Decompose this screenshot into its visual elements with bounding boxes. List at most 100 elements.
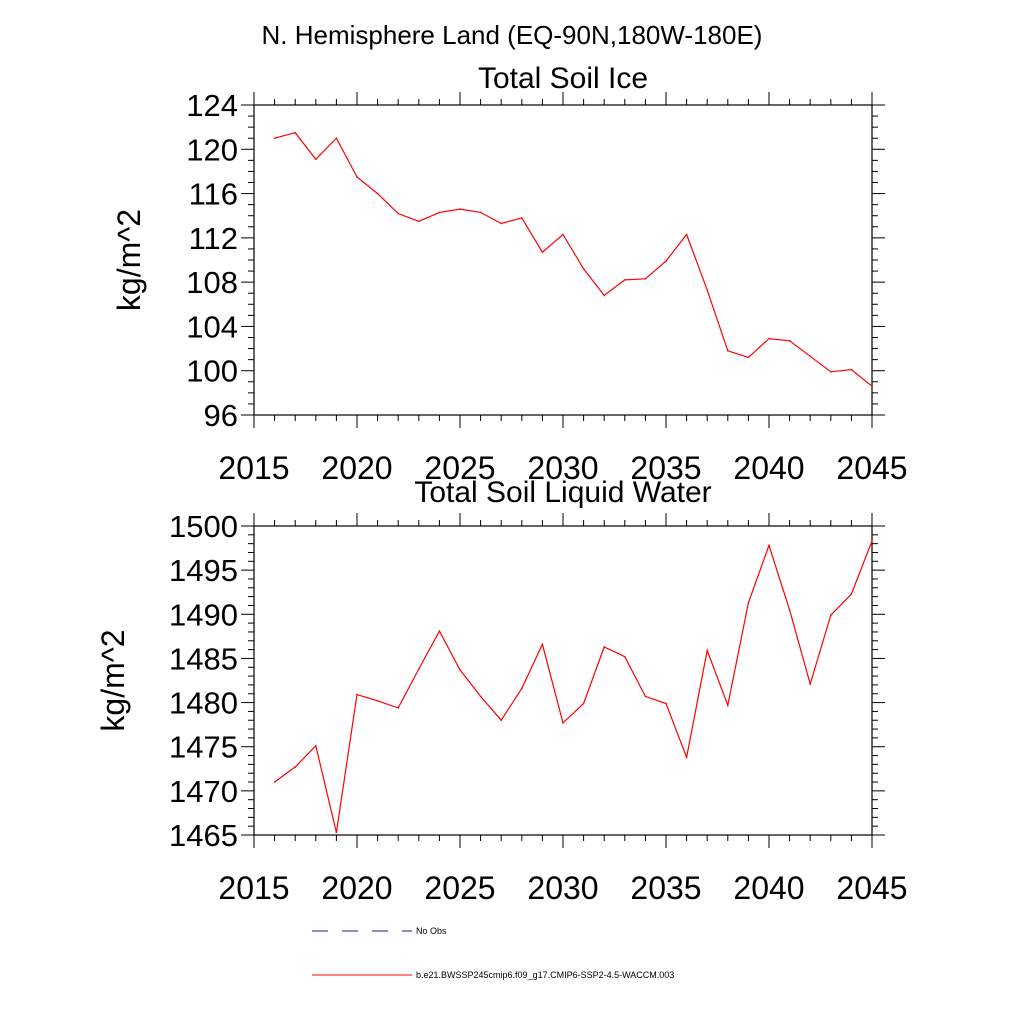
y-tick-label: 104 xyxy=(186,309,238,344)
data-point xyxy=(809,355,811,358)
data-point xyxy=(500,222,503,225)
y-tick-label: 108 xyxy=(186,265,238,300)
data-point xyxy=(459,669,461,671)
y-tick-label: 1490 xyxy=(169,597,238,632)
data-point xyxy=(356,693,358,696)
data-point xyxy=(294,131,297,134)
x-tick-label: 2025 xyxy=(424,450,495,486)
data-point xyxy=(685,233,688,236)
data-point xyxy=(562,722,564,724)
y-axis-label: kg/m^2 xyxy=(111,209,147,311)
data-point xyxy=(356,176,358,178)
legend-label: b.e21.BWSSP245cmip6.f09_g17.CMIP6-SSP2-4… xyxy=(416,970,674,980)
data-point xyxy=(273,137,276,140)
data-point xyxy=(830,614,832,616)
data-point xyxy=(418,220,420,223)
y-tick-label: 112 xyxy=(189,221,238,256)
y-tick-label: 100 xyxy=(186,354,238,389)
data-point xyxy=(706,289,708,291)
y-tick-label: 1480 xyxy=(169,686,238,721)
data-point xyxy=(624,655,626,658)
y-tick-label: 124 xyxy=(186,88,238,123)
data-point xyxy=(624,279,626,281)
data-point xyxy=(747,602,750,604)
x-tick-label: 2040 xyxy=(733,450,804,486)
data-point xyxy=(479,211,482,214)
data-point xyxy=(582,268,585,270)
y-tick-label: 1465 xyxy=(169,818,238,853)
x-tick-label: 2015 xyxy=(218,450,289,486)
data-point xyxy=(335,137,338,140)
series-line xyxy=(274,540,873,833)
plot-frame xyxy=(253,104,873,416)
data-point xyxy=(809,683,811,685)
data-point xyxy=(747,356,750,359)
main-title: N. Hemisphere Land (EQ-90N,180W-180E) xyxy=(262,20,763,50)
data-point xyxy=(376,700,379,702)
y-tick-label: 116 xyxy=(189,177,238,212)
data-point xyxy=(438,211,441,214)
data-point xyxy=(459,208,461,210)
y-tick-label: 120 xyxy=(186,132,238,167)
data-point xyxy=(521,687,523,690)
legend: No Obs b.e21.BWSSP245cmip6.f09_g17.CMIP6-… xyxy=(312,926,674,980)
data-point xyxy=(294,766,297,768)
x-tick-label: 2035 xyxy=(630,450,701,486)
y-tick-label: 1470 xyxy=(169,774,238,809)
data-point xyxy=(768,544,770,547)
y-tick-label: 1485 xyxy=(169,641,238,676)
y-tick-label: 1495 xyxy=(169,553,238,588)
data-point xyxy=(665,260,667,262)
data-point xyxy=(521,217,523,219)
data-point xyxy=(665,702,667,705)
data-point xyxy=(562,233,564,236)
panel-title: Total Soil Ice xyxy=(478,62,648,95)
x-tick-label: 2030 xyxy=(527,450,598,486)
data-point xyxy=(871,540,873,542)
x-tick-label: 2015 xyxy=(218,870,289,906)
data-point xyxy=(644,695,647,698)
data-point xyxy=(603,646,605,648)
data-point xyxy=(788,340,791,342)
x-tick-label: 2045 xyxy=(836,870,907,906)
data-point xyxy=(850,368,853,371)
data-point xyxy=(830,371,832,373)
data-point xyxy=(438,630,441,632)
data-point xyxy=(727,349,729,352)
x-tick-label: 2045 xyxy=(836,450,907,486)
data-point xyxy=(541,643,544,646)
data-point xyxy=(315,745,317,747)
y-axis-label: kg/m^2 xyxy=(95,629,131,731)
x-tick-label: 2020 xyxy=(321,870,392,906)
data-point xyxy=(727,704,729,707)
data-point xyxy=(376,192,379,195)
legend-label: No Obs xyxy=(416,926,447,936)
data-point xyxy=(871,385,873,388)
data-point xyxy=(315,158,317,161)
data-point xyxy=(685,756,688,759)
data-point xyxy=(541,251,544,254)
data-point xyxy=(479,695,482,698)
data-point xyxy=(644,278,647,280)
x-tick-label: 2040 xyxy=(733,870,804,906)
panel-soil-ice: Total Soil Ice kg/m^2 2015 2020 2025 2030 2035… xyxy=(111,62,908,486)
y-tick-label: 1500 xyxy=(169,509,238,544)
panel-title: Total Soil Liquid Water xyxy=(414,476,711,509)
panel-soil-liquid-water: Total Soil Liquid Water kg/m^2 2015 2020 202… xyxy=(95,476,908,906)
data-point xyxy=(706,649,708,652)
x-tick-label: 2035 xyxy=(630,870,701,906)
y-tick-label: 1475 xyxy=(169,730,238,765)
data-point xyxy=(582,702,585,705)
data-point xyxy=(603,294,605,297)
data-point xyxy=(788,609,791,611)
data-point xyxy=(768,337,770,340)
x-tick-label: 2030 xyxy=(527,870,598,906)
x-tick-label: 2025 xyxy=(424,870,495,906)
plot-frame xyxy=(253,525,873,836)
data-point xyxy=(850,593,853,595)
series-line xyxy=(274,132,873,387)
x-tick-label: 2020 xyxy=(321,450,392,486)
data-point xyxy=(397,707,400,709)
